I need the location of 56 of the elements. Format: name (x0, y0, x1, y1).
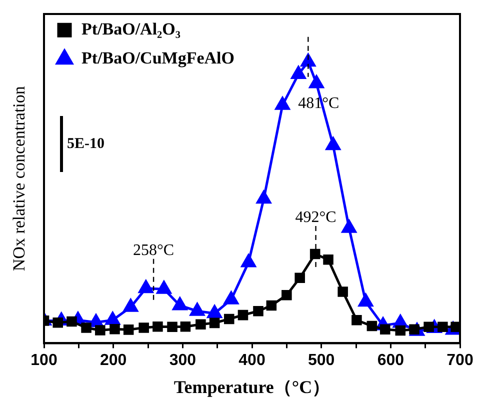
x-tick-label: 600 (377, 352, 404, 370)
point (81, 322, 92, 333)
point (294, 272, 305, 284)
x-tick-label: 400 (238, 352, 266, 370)
point (326, 137, 340, 150)
x-tick-label: 300 (169, 352, 196, 370)
point (358, 294, 374, 307)
legend-label: Pt/BaO/CuMgFeAlO (82, 48, 234, 68)
point (138, 280, 154, 294)
point (105, 312, 120, 325)
point (291, 66, 306, 79)
point (224, 291, 239, 304)
point (338, 286, 348, 297)
point (66, 316, 77, 327)
point (310, 248, 320, 260)
point (380, 324, 390, 335)
point (342, 220, 356, 233)
point (180, 321, 191, 332)
x-axis-title: Temperature（°C） (174, 376, 330, 397)
point (253, 306, 264, 316)
y-axis-title: NOx relative concentration (9, 86, 28, 272)
point (275, 96, 290, 110)
point (352, 314, 362, 326)
point (241, 254, 256, 268)
x-tick-label: 500 (308, 352, 335, 370)
point (266, 300, 277, 311)
point (123, 324, 134, 335)
point (256, 190, 272, 204)
point (224, 314, 234, 324)
point (138, 322, 149, 333)
legend-label: Pt/BaO/Al₂O₃ (82, 19, 180, 38)
point (172, 297, 188, 310)
point (190, 302, 205, 316)
annotation: 258°C (133, 242, 174, 260)
point (366, 320, 378, 332)
point (196, 319, 206, 330)
point (152, 321, 163, 332)
point (95, 325, 106, 336)
point (395, 325, 406, 336)
point (209, 318, 220, 328)
annotation: 492°C (295, 209, 336, 226)
point (282, 290, 292, 300)
x-tick-label: 100 (30, 352, 58, 370)
point (309, 75, 324, 88)
x-tick-label: 200 (100, 352, 127, 370)
point (323, 254, 334, 265)
point (156, 280, 172, 294)
point (207, 305, 222, 318)
point (438, 322, 448, 332)
x-tick-label: 700 (446, 352, 474, 370)
point (167, 322, 178, 332)
point (52, 318, 64, 328)
point (110, 324, 120, 334)
annotation: 5E-10 (67, 136, 104, 152)
point (123, 298, 138, 312)
point (238, 310, 248, 320)
